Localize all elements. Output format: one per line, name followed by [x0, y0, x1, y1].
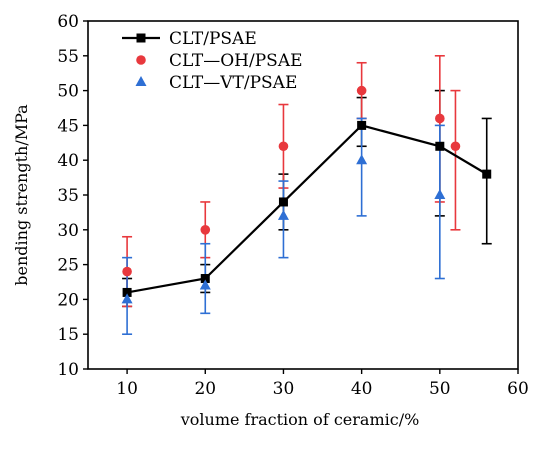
data-point-square — [435, 141, 445, 151]
legend-marker-triangle — [135, 76, 147, 86]
tick-labels: 10 20 30 40 50 60 10 15 20 25 30 35 40 45 50 55 60 — [57, 12, 528, 399]
data-markers — [121, 85, 492, 304]
data-point-circle — [122, 266, 132, 277]
x-tick-label: 50 — [429, 379, 451, 399]
y-tick-label: 35 — [57, 186, 79, 206]
data-point-triangle — [356, 154, 368, 165]
data-point-square — [482, 169, 492, 179]
legend-label-triangle: CLT—VT/PSAE — [169, 73, 297, 93]
data-point-circle — [278, 141, 289, 152]
axes — [83, 20, 519, 374]
data-point-circle — [450, 141, 461, 152]
x-tick-label: 20 — [194, 379, 216, 399]
data-point-square — [122, 287, 132, 297]
data-point-triangle — [199, 279, 211, 290]
error-bars — [122, 54, 492, 336]
data-point-square — [357, 120, 367, 130]
x-tick-label: 60 — [507, 379, 529, 399]
x-tick-label: 30 — [273, 379, 295, 399]
legend-label-circle: CLT—OH/PSAE — [169, 51, 303, 71]
data-point-circle — [356, 85, 367, 96]
y-tick-label: 25 — [57, 256, 79, 276]
y-tick-label: 60 — [57, 12, 79, 32]
data-point-circle — [200, 225, 211, 235]
y-tick-label: 45 — [57, 116, 79, 136]
data-point-circle — [435, 113, 445, 124]
y-tick-label: 20 — [57, 290, 79, 310]
series-line-square — [126, 124, 488, 294]
x-tick-label: 10 — [116, 379, 138, 399]
y-axis-label: bending strength/MPa — [12, 104, 31, 286]
data-point-square — [278, 197, 288, 207]
x-axis-label: volume fraction of ceramic/% — [180, 410, 420, 429]
data-point-triangle — [277, 209, 289, 220]
y-tick-label: 15 — [57, 325, 79, 345]
data-point-triangle — [434, 189, 446, 199]
legend-marker-circle — [136, 55, 146, 65]
y-tick-label: 55 — [57, 47, 79, 67]
legend-marker-square — [136, 33, 146, 43]
plot-frame — [87, 20, 519, 370]
data-point-square — [200, 274, 210, 284]
legend-label-square: CLT/PSAE — [169, 29, 257, 49]
y-tick-label: 30 — [57, 221, 79, 241]
y-tick-label: 10 — [57, 360, 79, 380]
series-lines — [126, 124, 488, 294]
y-tick-label: 50 — [57, 82, 79, 102]
x-tick-label: 40 — [351, 379, 373, 399]
data-point-triangle — [121, 293, 133, 304]
y-tick-label: 40 — [57, 151, 79, 171]
